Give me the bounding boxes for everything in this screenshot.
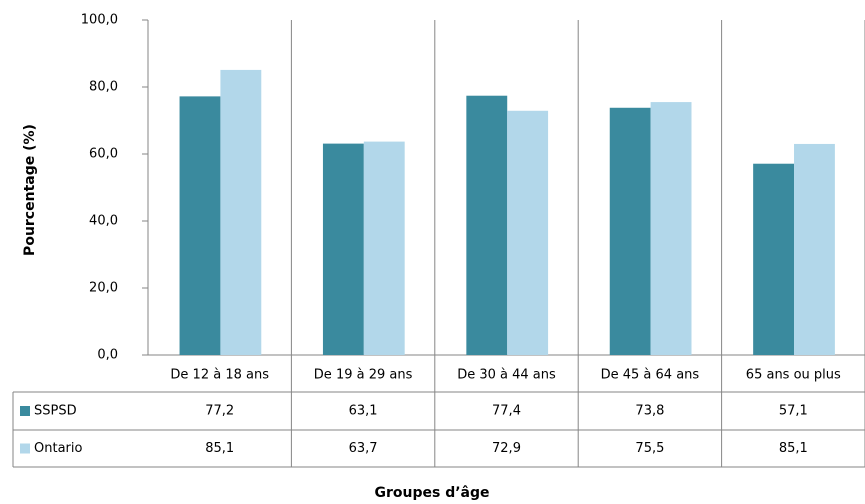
bar bbox=[650, 102, 692, 355]
x-tick-label: De 19 à 29 ans bbox=[314, 368, 413, 383]
x-tick-label: De 45 à 64 ans bbox=[601, 368, 700, 383]
table-cell: 75,5 bbox=[635, 441, 664, 456]
x-tick-label: De 30 à 44 ans bbox=[457, 368, 556, 383]
table-cell: 85,1 bbox=[205, 441, 234, 456]
y-tick-label: 100,0 bbox=[81, 13, 118, 28]
bar bbox=[363, 141, 405, 355]
y-tick-label: 80,0 bbox=[89, 80, 118, 95]
bar bbox=[507, 110, 549, 355]
legend-label: SSPSD bbox=[34, 404, 77, 419]
table-cell: 77,4 bbox=[492, 404, 521, 419]
y-tick-label: 40,0 bbox=[89, 214, 118, 229]
y-tick-label: 60,0 bbox=[89, 147, 118, 162]
bar bbox=[220, 69, 262, 355]
x-axis-title: Groupes d’âge bbox=[374, 485, 489, 501]
y-tick-label: 20,0 bbox=[89, 281, 118, 296]
table-cell: 85,1 bbox=[779, 441, 808, 456]
bar bbox=[753, 163, 795, 355]
table-cell: 77,2 bbox=[205, 404, 234, 419]
bar bbox=[179, 96, 221, 355]
legend-swatch bbox=[20, 443, 30, 454]
y-tick-label: 0,0 bbox=[97, 348, 118, 363]
bar bbox=[322, 143, 364, 355]
table-cell: 72,9 bbox=[492, 441, 521, 456]
x-tick-label: De 12 à 18 ans bbox=[170, 368, 269, 383]
y-axis-title: Pourcentage (%) bbox=[22, 124, 38, 256]
table-cell: 63,1 bbox=[349, 404, 378, 419]
table-cell: 63,7 bbox=[349, 441, 378, 456]
legend-swatch bbox=[20, 406, 30, 416]
x-tick-label: 65 ans ou plus bbox=[746, 368, 841, 383]
bar bbox=[466, 95, 508, 356]
table-cell: 73,8 bbox=[635, 404, 664, 419]
table-cell: 57,1 bbox=[779, 404, 808, 419]
bar bbox=[794, 143, 835, 355]
legend-label: Ontario bbox=[34, 441, 82, 456]
bar bbox=[609, 107, 651, 356]
